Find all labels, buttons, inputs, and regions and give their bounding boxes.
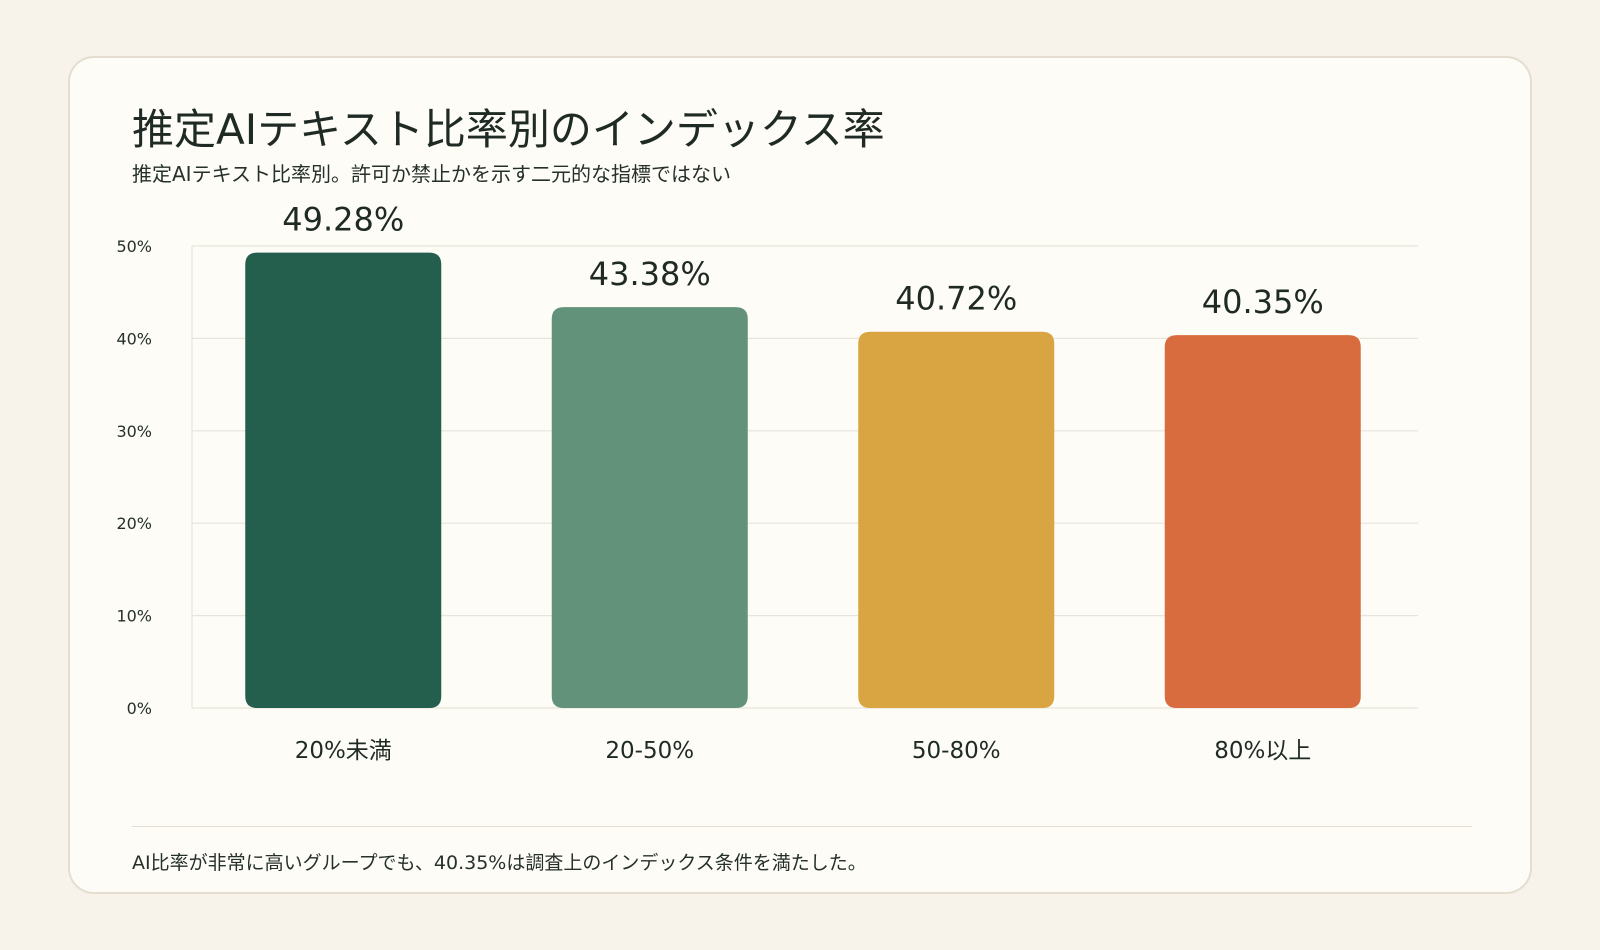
y-tick-label: 10%: [116, 607, 152, 626]
bar-1: [551, 307, 748, 708]
bar-3: [1164, 335, 1361, 708]
y-tick-label: 0%: [127, 699, 152, 718]
value-label: 49.28%: [282, 201, 404, 239]
value-label: 40.72%: [895, 280, 1017, 318]
bar-chart: 0% 10% 20% 30% 40% 50% 49.28% 43.38% 40.72% 40.3…: [116, 201, 1418, 764]
value-label: 40.35%: [1202, 283, 1324, 321]
y-tick-label: 40%: [116, 329, 152, 348]
x-tick-label: 80%以上: [1214, 738, 1311, 764]
y-tick-label: 20%: [116, 514, 152, 533]
footer-divider: [132, 826, 1472, 827]
chart-subtitle: 推定AIテキスト比率別。許可か禁止かを示す二元的な指標ではない: [132, 162, 731, 186]
value-labels: 49.28% 43.38% 40.72% 40.35%: [282, 201, 1324, 322]
bar-2: [858, 331, 1055, 708]
x-tick-label: 20%未満: [295, 738, 392, 764]
bar-0: [245, 252, 442, 708]
bars: [245, 252, 1361, 708]
x-tick-label: 20-50%: [605, 738, 694, 764]
y-tick-label: 50%: [116, 237, 152, 256]
value-label: 43.38%: [589, 255, 711, 293]
chart-card: 推定AIテキスト比率別のインデックス率 推定AIテキスト比率別。許可か禁止かを示…: [68, 56, 1532, 894]
footnote: AI比率が非常に高いグループでも、40.35%は調査上のインデックス条件を満たし…: [132, 852, 867, 874]
y-tick-label: 30%: [116, 422, 152, 441]
y-axis: 0% 10% 20% 30% 40% 50%: [116, 237, 152, 718]
x-axis: 20%未満 20-50% 50-80% 80%以上: [295, 738, 1312, 764]
chart-title: 推定AIテキスト比率別のインデックス率: [132, 105, 885, 154]
x-tick-label: 50-80%: [912, 738, 1001, 764]
